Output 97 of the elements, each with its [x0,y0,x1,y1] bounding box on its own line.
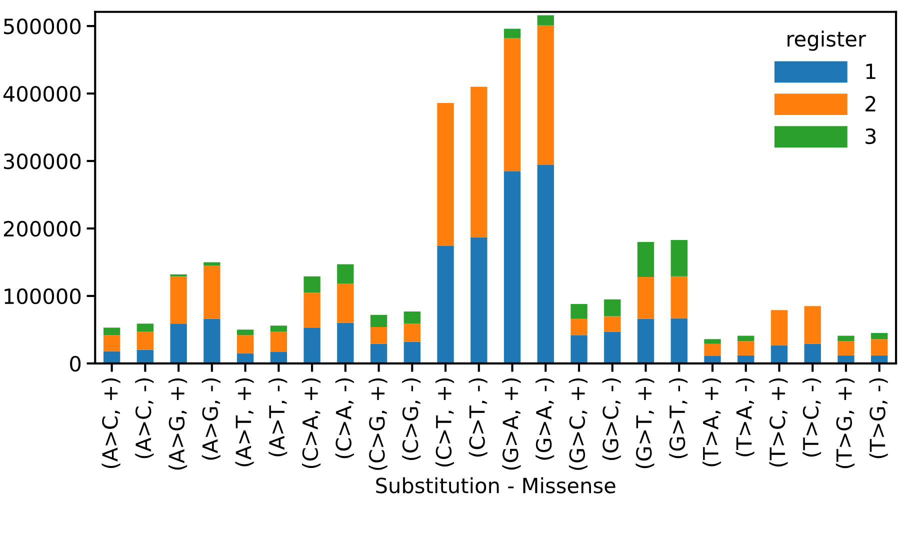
x-tick-label: (A>G, +) [168,378,188,470]
bar [103,335,120,352]
bar [470,86,488,238]
x-tick-label: (G>T, +) [636,378,654,468]
bar [103,328,120,336]
bar [570,335,588,364]
bar [304,276,320,293]
x-tick-label: (T>A, -) [736,378,754,456]
bar [537,25,554,166]
x-tick-label: (A>C, -) [135,378,154,458]
bar [637,242,654,278]
x-tick-label: (T>C, +) [769,378,788,467]
legend-title: register [788,30,866,51]
bar [738,341,754,356]
bar [370,344,388,364]
x-tick-label: (T>C, -) [802,378,822,457]
bar [770,310,788,346]
x-tick-label: (C>G, +) [368,378,388,470]
bar [838,336,854,342]
bar [871,333,888,340]
bar [637,277,654,319]
x-tick-label: (A>C, +) [102,378,120,468]
x-tick-label: (C>G, -) [402,378,421,460]
bar [103,351,120,364]
bar [270,332,288,352]
bar [537,165,554,364]
x-tick-label: (C>T, +) [435,378,454,467]
bar [370,314,388,327]
x-tick-label: (T>G, -) [869,378,888,458]
bar [838,341,854,356]
x-tick-label: (G>T, -) [669,378,688,458]
x-tick-label: (G>A, -) [536,378,554,460]
bar [437,246,454,364]
bar [337,284,354,323]
x-axis-title: Substitution - Missense [376,477,616,494]
x-tick-label: (T>A, +) [702,378,721,466]
bar [204,262,220,266]
legend-label: 3 [866,128,876,144]
bar [470,237,488,364]
bar [337,264,354,284]
x-tick-label: (A>T, +) [235,378,254,466]
bar [871,339,888,356]
bar [804,344,821,364]
bar [304,328,320,364]
bar [204,266,220,319]
x-tick-label: (G>C, -) [602,378,621,460]
x-tick-label: (C>A, -) [335,378,354,458]
bar [704,344,721,356]
bar [270,352,288,364]
bar [770,345,788,364]
bar [670,318,688,364]
bar [670,276,688,318]
legend-label: 2 [866,96,876,112]
bar [370,326,388,344]
bar [537,15,554,26]
bar [270,326,288,332]
bar [804,306,821,344]
bar [637,318,654,364]
legend-label: 1 [866,64,876,79]
bar [236,335,254,354]
x-tick-label: (C>T, -) [468,378,488,457]
bar [236,330,254,336]
bar [738,336,754,342]
bar [604,332,621,364]
bar [337,322,354,364]
bar [136,350,154,364]
bar [404,324,420,342]
bar [604,316,621,332]
bar [504,171,521,364]
bar [570,304,588,319]
bar [604,299,621,316]
bar [570,318,588,336]
x-tick-label: (A>G, -) [202,378,220,460]
x-tick-label: (C>A, +) [302,378,321,468]
y-tick-label: 500000 [4,18,81,34]
x-tick-label: (A>T, -) [268,378,288,456]
y-tick-label: 100000 [4,288,81,304]
bar [304,292,320,328]
y-tick-label: 200000 [4,220,81,237]
bar [136,324,154,332]
bar [404,342,420,364]
bar [504,28,521,38]
bar [704,339,721,344]
bar [437,102,454,246]
x-tick-label: (G>A, +) [502,378,521,470]
bar [170,324,187,364]
y-tick-label: 400000 [3,86,81,102]
bar [170,276,187,324]
bar [204,318,220,364]
bar [504,38,521,172]
bar [136,332,154,350]
x-tick-label: (G>C, +) [568,378,588,470]
y-tick-label: 300000 [4,153,81,170]
bar [670,240,688,276]
x-tick-label: (T>G, +) [836,378,854,468]
y-tick-label: 0 [70,356,81,372]
bar [404,311,420,324]
